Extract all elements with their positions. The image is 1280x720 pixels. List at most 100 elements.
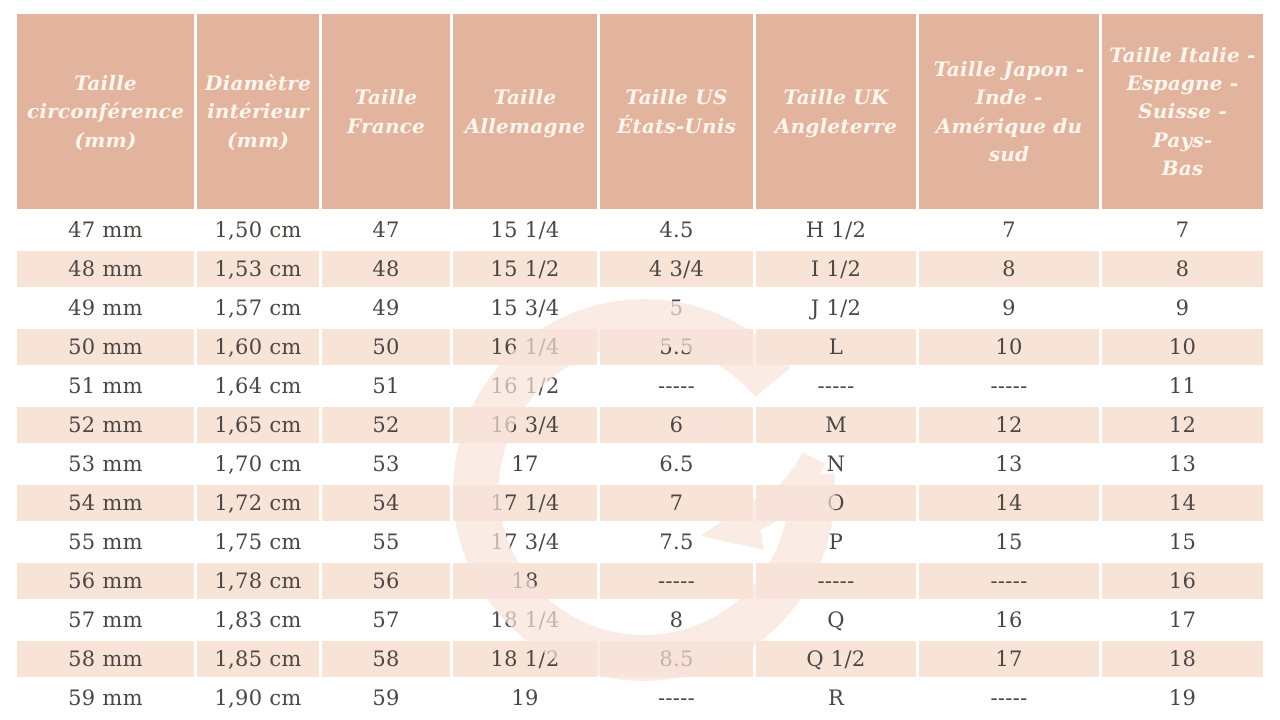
table-cell: 9 xyxy=(919,290,1099,326)
table-cell: 8 xyxy=(600,602,753,638)
table-cell: 7 xyxy=(919,212,1099,248)
table-cell: 52 mm xyxy=(17,407,194,443)
table-cell: 18 1/4 xyxy=(453,602,597,638)
table-cell: 10 xyxy=(919,329,1099,365)
table-cell: ----- xyxy=(919,368,1099,404)
table-cell: 1,83 cm xyxy=(197,602,319,638)
column-header: Diamètre intérieur (mm) xyxy=(197,14,319,209)
table-cell: 1,90 cm xyxy=(197,680,319,716)
table-cell: 5.5 xyxy=(600,329,753,365)
table-row: 54 mm 1,72 cm 54 17 1/4 7 O 14 14 xyxy=(17,485,1263,521)
table-row: 53 mm 1,70 cm 53 17 6.5 N 13 13 xyxy=(17,446,1263,482)
table-cell: ----- xyxy=(919,680,1099,716)
table-cell: 1,65 cm xyxy=(197,407,319,443)
table-cell: 8 xyxy=(1102,251,1263,287)
table-cell: 17 xyxy=(919,641,1099,677)
table-cell: 1,78 cm xyxy=(197,563,319,599)
table-cell: 19 xyxy=(1102,680,1263,716)
table-cell: 15 1/4 xyxy=(453,212,597,248)
table-cell: 16 3/4 xyxy=(453,407,597,443)
table-cell: 57 xyxy=(322,602,450,638)
table-cell: L xyxy=(756,329,916,365)
table-cell: 4.5 xyxy=(600,212,753,248)
table-cell: 54 xyxy=(322,485,450,521)
table-row: 50 mm 1,60 cm 50 16 1/4 5.5 L 10 10 xyxy=(17,329,1263,365)
table-row: 51 mm 1,64 cm 51 16 1/2 ----- ----- ----- 11 xyxy=(17,368,1263,404)
table-cell: 7.5 xyxy=(600,524,753,560)
table-cell: 8.5 xyxy=(600,641,753,677)
table-cell: 17 3/4 xyxy=(453,524,597,560)
table-cell: 16 xyxy=(919,602,1099,638)
table-cell: 11 xyxy=(1102,368,1263,404)
table-cell: 5 xyxy=(600,290,753,326)
table-cell: ----- xyxy=(756,368,916,404)
table-row: 59 mm 1,90 cm 59 19 ----- R ----- 19 xyxy=(17,680,1263,716)
table-row: 49 mm 1,57 cm 49 15 3/4 5 J 1/2 9 9 xyxy=(17,290,1263,326)
table-cell: 47 xyxy=(322,212,450,248)
table-cell: 54 mm xyxy=(17,485,194,521)
table-cell: Q 1/2 xyxy=(756,641,916,677)
table-cell: 1,85 cm xyxy=(197,641,319,677)
table-cell: 53 xyxy=(322,446,450,482)
table-cell: 57 mm xyxy=(17,602,194,638)
table-cell: 16 xyxy=(1102,563,1263,599)
table-cell: 17 1/4 xyxy=(453,485,597,521)
column-header: Taille Japon - Inde - Amérique du sud xyxy=(919,14,1099,209)
table-row: 55 mm 1,75 cm 55 17 3/4 7.5 P 15 15 xyxy=(17,524,1263,560)
table-cell: 17 xyxy=(453,446,597,482)
table-row: 52 mm 1,65 cm 52 16 3/4 6 M 12 12 xyxy=(17,407,1263,443)
table-cell: 18 xyxy=(453,563,597,599)
table-row: 48 mm 1,53 cm 48 15 1/2 4 3/4 I 1/2 8 8 xyxy=(17,251,1263,287)
table-cell: 47 mm xyxy=(17,212,194,248)
table-cell: 15 1/2 xyxy=(453,251,597,287)
table-cell: H 1/2 xyxy=(756,212,916,248)
table-cell: 58 mm xyxy=(17,641,194,677)
table-cell: ----- xyxy=(756,563,916,599)
table-cell: 12 xyxy=(919,407,1099,443)
table-cell: 14 xyxy=(919,485,1099,521)
table-cell: 16 1/2 xyxy=(453,368,597,404)
column-header: Taille Allemagne xyxy=(453,14,597,209)
column-header: Taille US États-Unis xyxy=(600,14,753,209)
table-cell: 55 xyxy=(322,524,450,560)
table-cell: R xyxy=(756,680,916,716)
table-cell: 19 xyxy=(453,680,597,716)
table-cell: 59 mm xyxy=(17,680,194,716)
table-cell: 13 xyxy=(1102,446,1263,482)
table-cell: 7 xyxy=(1102,212,1263,248)
table-cell: 52 xyxy=(322,407,450,443)
table-cell: 49 mm xyxy=(17,290,194,326)
table-cell: 18 1/2 xyxy=(453,641,597,677)
table-cell: 48 xyxy=(322,251,450,287)
table-cell: 50 xyxy=(322,329,450,365)
table-cell: 1,57 cm xyxy=(197,290,319,326)
table-cell: 4 3/4 xyxy=(600,251,753,287)
table-cell: 15 xyxy=(919,524,1099,560)
table-cell: 51 xyxy=(322,368,450,404)
table-cell: 59 xyxy=(322,680,450,716)
table-cell: 51 mm xyxy=(17,368,194,404)
table-cell: 55 mm xyxy=(17,524,194,560)
table-row: 56 mm 1,78 cm 56 18 ----- ----- ----- 16 xyxy=(17,563,1263,599)
size-table: Taille circonférence (mm) Diamètre intéri… xyxy=(14,11,1266,719)
table-cell: 13 xyxy=(919,446,1099,482)
table-cell: M xyxy=(756,407,916,443)
table-cell: 49 xyxy=(322,290,450,326)
table-cell: 48 mm xyxy=(17,251,194,287)
column-header: Taille Italie - Espagne - Suisse - Pays-… xyxy=(1102,14,1263,209)
table-cell: 16 1/4 xyxy=(453,329,597,365)
table-cell: N xyxy=(756,446,916,482)
table-cell: 50 mm xyxy=(17,329,194,365)
table-row: 47 mm 1,50 cm 47 15 1/4 4.5 H 1/2 7 7 xyxy=(17,212,1263,248)
table-cell: 6 xyxy=(600,407,753,443)
table-cell: ----- xyxy=(600,680,753,716)
column-header: Taille circonférence (mm) xyxy=(17,14,194,209)
table-cell: 53 mm xyxy=(17,446,194,482)
table-cell: 1,75 cm xyxy=(197,524,319,560)
table-cell: 10 xyxy=(1102,329,1263,365)
table-cell: 17 xyxy=(1102,602,1263,638)
table-cell: Q xyxy=(756,602,916,638)
table-cell: 15 xyxy=(1102,524,1263,560)
table-cell: 1,64 cm xyxy=(197,368,319,404)
table-cell: 8 xyxy=(919,251,1099,287)
